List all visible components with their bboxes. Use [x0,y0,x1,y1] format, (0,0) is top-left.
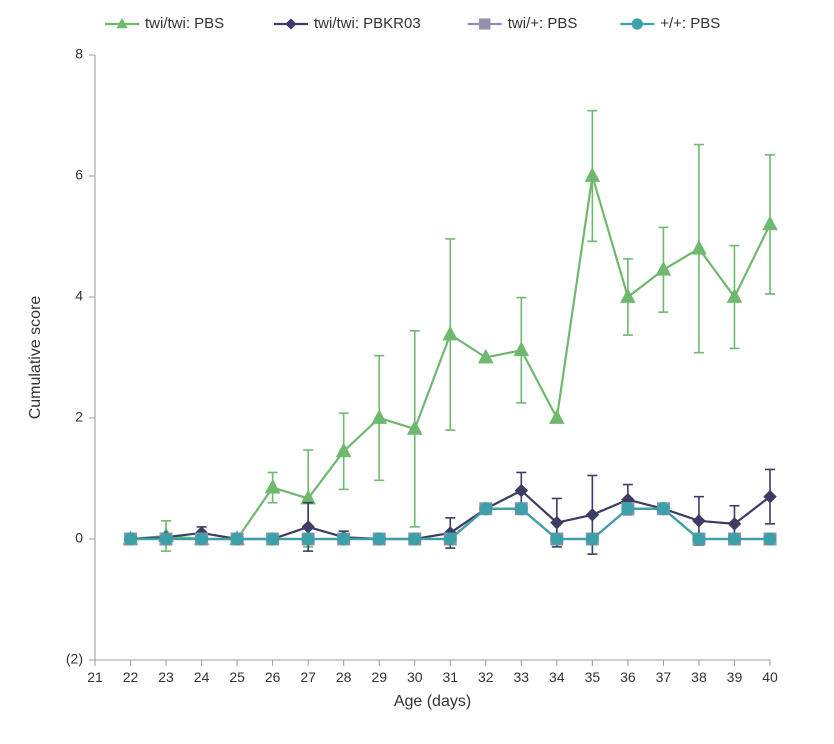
x-tick-label: 31 [442,669,458,685]
y-axis-label: Cumulative score [27,296,44,420]
x-tick-label: 26 [265,669,281,685]
x-tick-label: 38 [691,669,707,685]
x-tick-label: 35 [585,669,601,685]
line-chart: (2)02468Cumulative score2122232425262728… [0,0,834,744]
x-tick-label: 28 [336,669,352,685]
x-tick-label: 21 [87,669,103,685]
x-tick-label: 24 [194,669,210,685]
x-tick-label: 23 [158,669,174,685]
chart-container: (2)02468Cumulative score2122232425262728… [0,0,834,744]
y-tick-label: 6 [75,167,83,183]
y-tick-label: 0 [75,530,83,546]
x-tick-label: 37 [656,669,672,685]
x-tick-label: 33 [514,669,530,685]
y-tick-label: 4 [75,288,83,304]
x-tick-label: 22 [123,669,139,685]
x-tick-label: 40 [762,669,778,685]
y-tick-label: 2 [75,409,83,425]
legend-label: twi/+: PBS [508,15,578,32]
legend-label: twi/twi: PBKR03 [314,15,421,32]
x-axis-label: Age (days) [394,693,471,710]
x-tick-label: 34 [549,669,565,685]
x-tick-label: 29 [371,669,387,685]
x-tick-label: 36 [620,669,636,685]
x-tick-label: 39 [727,669,743,685]
x-tick-label: 30 [407,669,423,685]
y-tick-label: 8 [75,46,83,62]
x-tick-label: 32 [478,669,494,685]
x-tick-label: 25 [229,669,245,685]
legend-label: twi/twi: PBS [145,15,224,32]
y-tick-label: (2) [66,651,83,667]
legend-label: +/+: PBS [660,15,720,32]
x-tick-label: 27 [300,669,316,685]
